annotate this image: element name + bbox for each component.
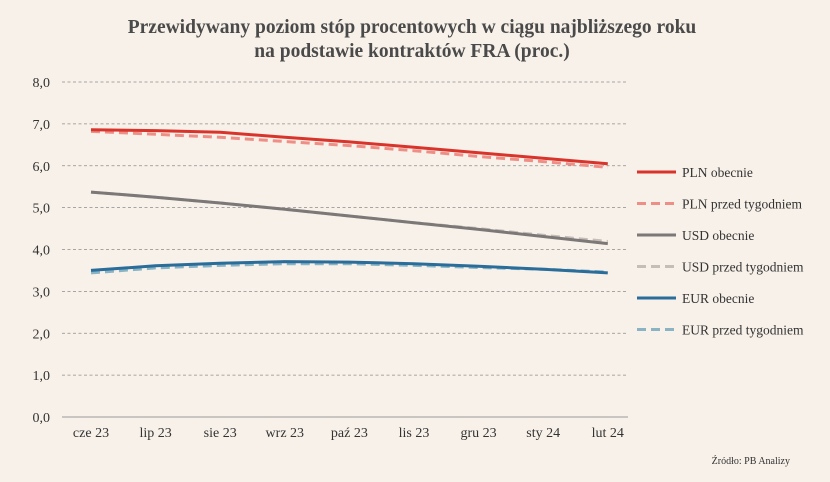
gridlines	[62, 81, 628, 418]
y-tick-label: 3,0	[33, 285, 51, 300]
legend-label: USD przed tygodniem	[682, 260, 804, 275]
chart-title: Przewidywany poziom stóp procentowych w …	[128, 17, 697, 62]
legend-label: USD obecnie	[682, 228, 754, 243]
chart-title-line-1: Przewidywany poziom stóp procentowych w …	[128, 17, 697, 38]
series-line-pln-obecnie	[90, 128, 608, 166]
y-tick-label: 2,0	[33, 327, 51, 342]
y-tick-label: 1,0	[33, 369, 51, 384]
y-tick-label: 0,0	[33, 411, 51, 426]
x-tick-label: wrz 23	[266, 426, 305, 441]
source-note: Źródło: PB Analizy	[712, 455, 790, 467]
x-tick-label: gru 23	[461, 426, 497, 441]
y-tick-label: 7,0	[33, 118, 51, 133]
x-axis: cze 23 lip 23 sie 23 wrz 23 paź 23 lis 23 gru …	[73, 426, 624, 441]
series-line-eur-obecnie	[90, 260, 608, 275]
x-tick-label: lis 23	[399, 426, 430, 441]
y-tick-label: 5,0	[33, 202, 51, 217]
series-line-usd-obecnie	[90, 190, 608, 246]
legend-label: EUR przed tygodniem	[682, 323, 804, 338]
legend-label: PLN przed tygodniem	[682, 197, 802, 212]
x-tick-label: cze 23	[73, 426, 109, 441]
series-lines	[90, 128, 608, 275]
legend-label: PLN obecnie	[682, 165, 753, 180]
x-tick-label: lut 24	[592, 426, 624, 441]
x-tick-label: lip 23	[139, 426, 171, 441]
series-line-eur-przed-tygodniem	[90, 262, 608, 275]
series-line-pln-przed-tygodniem	[90, 129, 608, 169]
x-tick-label: sie 23	[204, 426, 237, 441]
x-tick-label: paź 23	[331, 426, 368, 441]
x-tick-label: sty 24	[526, 426, 560, 441]
y-axis: 0,0 1,0 2,0 3,0 4,0 5,0 6,0 7,0 8,0	[33, 76, 51, 426]
y-tick-label: 8,0	[33, 76, 51, 91]
chart-title-line-2: na podstawie kontraktów FRA (proc.)	[254, 41, 569, 62]
legend: PLN obecnie PLN przed tygodniem USD obecni…	[637, 165, 804, 338]
legend-label: EUR obecnie	[682, 291, 754, 306]
y-tick-label: 6,0	[33, 160, 51, 175]
y-tick-label: 4,0	[33, 244, 51, 259]
